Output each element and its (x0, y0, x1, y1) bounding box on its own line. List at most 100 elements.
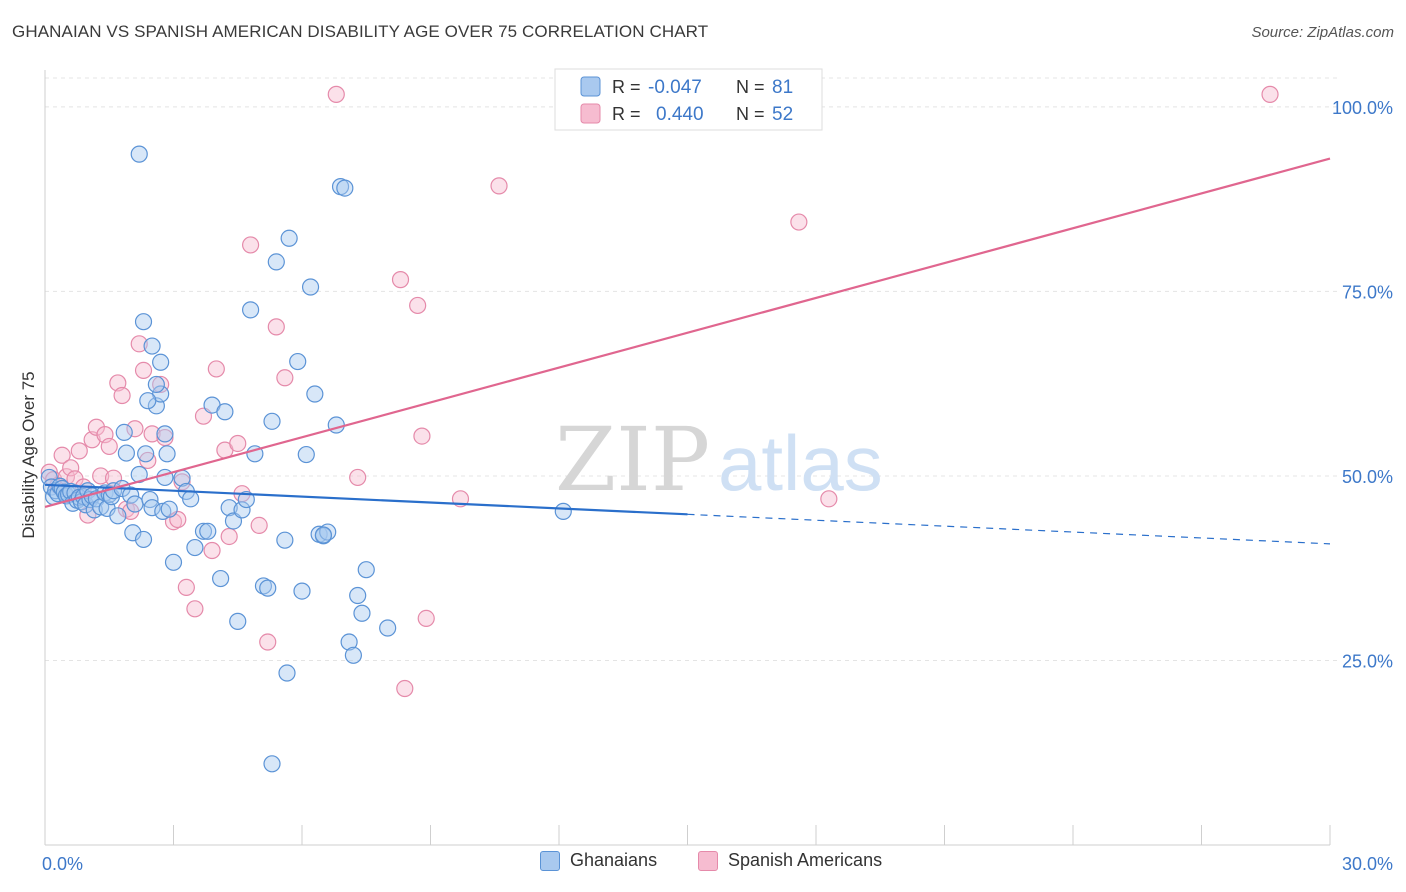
data-point (396, 679, 414, 698)
data-point (164, 553, 183, 571)
data-point (152, 375, 170, 394)
y-tick-label: 100.0% (1332, 98, 1393, 118)
data-point (134, 530, 153, 549)
data-point (113, 386, 131, 405)
data-point (199, 522, 217, 540)
data-point (259, 633, 277, 651)
data-point (109, 507, 127, 525)
legend-label-spanish-americans: Spanish Americans (728, 850, 883, 870)
data-point (122, 486, 140, 504)
x-tick-label: 30.0% (1342, 854, 1393, 874)
data-point (344, 646, 362, 664)
data-point (134, 313, 153, 331)
data-point (349, 586, 367, 605)
trend-line-ghanaians (44, 483, 688, 516)
watermark-atlas: atlas (718, 419, 883, 507)
data-point (417, 609, 435, 628)
data-point (134, 361, 153, 380)
data-point (413, 427, 431, 445)
y-tick-label: 75.0% (1342, 282, 1393, 302)
data-point (301, 278, 320, 296)
data-point (490, 177, 508, 195)
data-point (267, 253, 285, 271)
watermark-zip: ZIP (555, 408, 710, 511)
data-point (242, 301, 260, 319)
data-point (160, 500, 178, 518)
chart-title: GHANAIAN VS SPANISH AMERICAN DISABILITY … (12, 22, 709, 41)
data-point (229, 434, 247, 453)
watermark: ZIP atlas (555, 408, 883, 511)
data-point (820, 490, 838, 508)
data-point (126, 495, 144, 513)
series-legend: Ghanaians Spanish Americans (0, 850, 1406, 880)
data-point (154, 502, 172, 520)
data-point (130, 145, 148, 163)
data-point (70, 442, 88, 460)
data-point (158, 445, 176, 463)
data-point (186, 538, 204, 557)
data-point (554, 502, 572, 520)
legend-swatch-blue (580, 76, 601, 97)
data-point (147, 375, 165, 394)
y-axis-label: Disability Age Over 75 (19, 371, 38, 538)
data-point (220, 499, 238, 517)
data-point (379, 619, 397, 637)
legend-row1-r-value: -0.047 (648, 77, 702, 98)
data-point (233, 501, 251, 519)
data-point (207, 360, 225, 378)
source-credit: Source: ZipAtlas.com (1251, 24, 1394, 41)
data-point (289, 352, 307, 371)
data-point (92, 498, 110, 516)
y-tick-label: 50.0% (1342, 467, 1393, 487)
data-point (177, 578, 195, 597)
data-point (297, 445, 315, 464)
data-point (53, 446, 71, 464)
legend-swatch-pink (580, 103, 601, 124)
data-point (349, 468, 367, 487)
data-point (409, 296, 427, 315)
data-point (62, 459, 80, 477)
data-point (293, 582, 311, 600)
legend-swatch-spanish-americans (698, 850, 718, 871)
data-point (278, 664, 296, 682)
data-point (173, 473, 191, 491)
legend-row1-n-value: 81 (772, 77, 793, 98)
legend-row1-r-label: R = (612, 77, 641, 97)
data-point (152, 353, 170, 371)
data-point (186, 600, 204, 618)
x-tick-label: 0.0% (42, 854, 83, 874)
data-point (143, 337, 161, 355)
data-point (391, 271, 410, 289)
data-point (1261, 85, 1279, 103)
legend-label-ghanaians: Ghanaians (570, 850, 658, 870)
data-point (130, 335, 148, 353)
data-point (340, 633, 358, 651)
data-point (182, 490, 200, 508)
data-point (126, 420, 144, 438)
data-point (306, 385, 324, 403)
data-point (250, 516, 268, 535)
tick-labels: 25.0% 50.0% 75.0% 100.0% 0.0% 30.0% (42, 98, 1393, 874)
trend-line-spanish-americans (44, 157, 1331, 509)
trend-line-ghanaians-extension (687, 513, 1331, 545)
data-point (100, 437, 118, 456)
gridlines (45, 77, 1338, 661)
data-point (276, 369, 294, 387)
data-point (139, 392, 157, 410)
legend-row2-r-label: R = (612, 104, 641, 124)
legend-row2-n-value: 52 (772, 104, 793, 125)
data-point (139, 451, 157, 470)
data-point (259, 579, 277, 597)
data-point (194, 522, 213, 540)
axes (44, 70, 1331, 846)
data-point (117, 444, 135, 462)
data-point (216, 403, 234, 421)
data-point (92, 467, 110, 485)
legend-row1-n-label: N = (736, 77, 765, 97)
data-point (790, 213, 808, 231)
data-point (156, 425, 174, 443)
data-point (327, 85, 345, 103)
data-point (143, 425, 161, 443)
legend-row2-n-label: N = (736, 104, 765, 124)
